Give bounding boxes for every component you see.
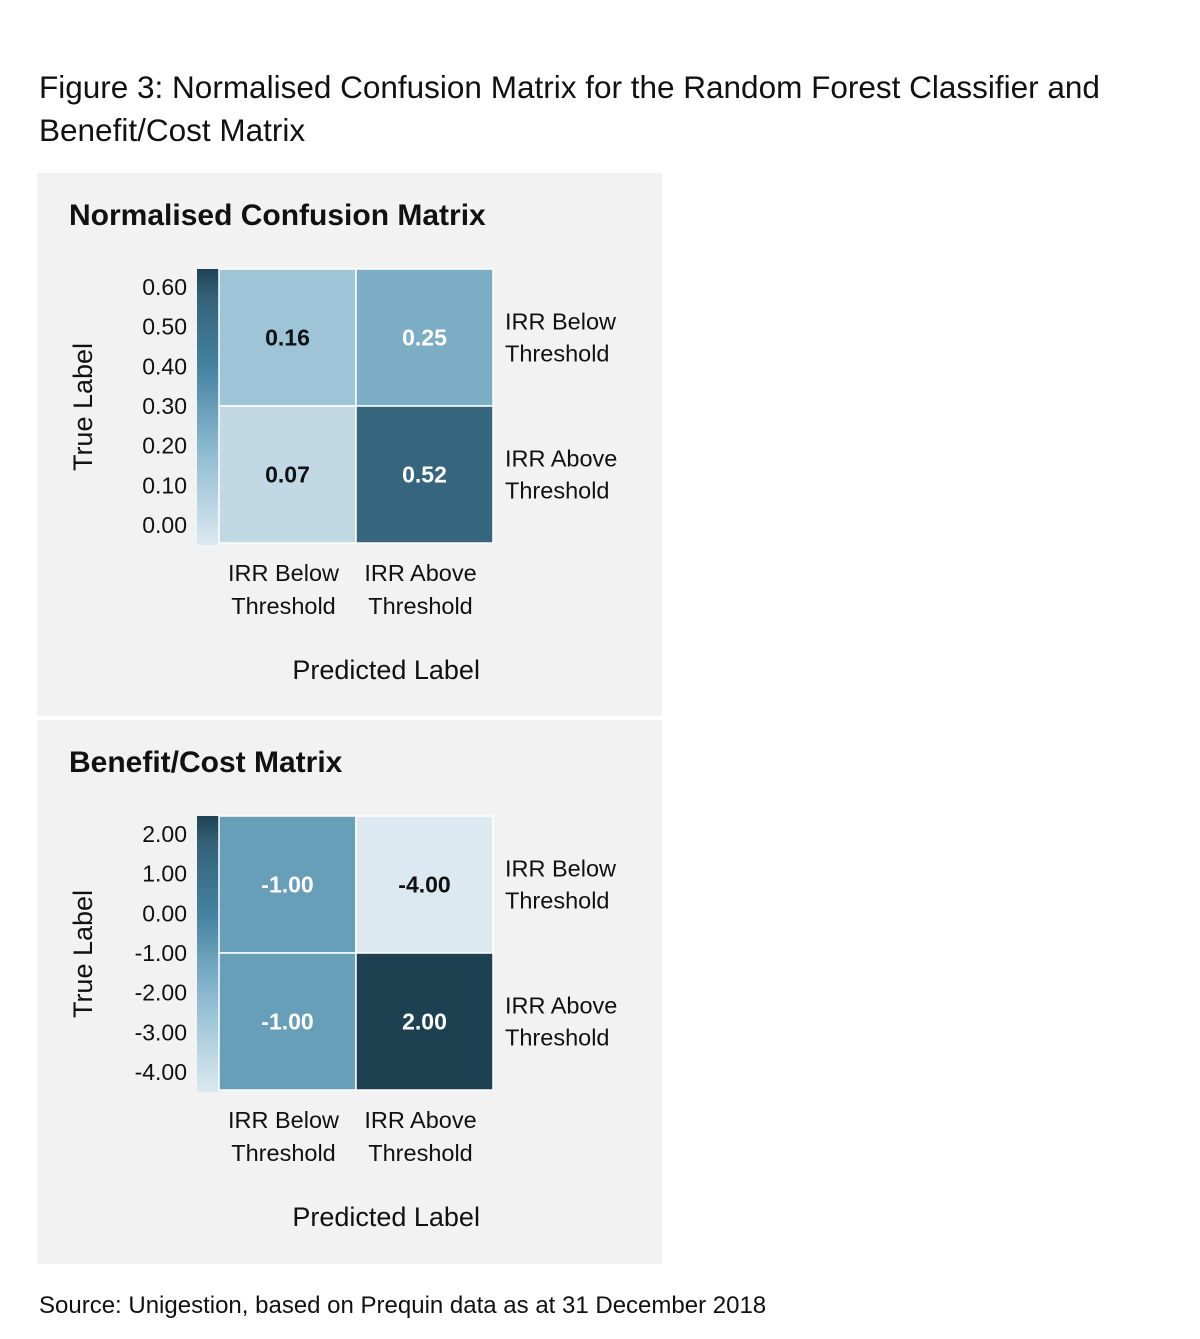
row-label: Threshold	[505, 341, 610, 367]
colorbar-tick-label: 0.40	[142, 353, 187, 379]
cell-value-label: 0.25	[402, 325, 447, 351]
colorbar-tick-label: 0.50	[142, 314, 187, 340]
cell-value-label: -1.00	[261, 1009, 313, 1035]
chart-title: Normalised Confusion Matrix	[69, 199, 486, 232]
column-label: Threshold	[231, 1140, 336, 1166]
colorbar-tick-label: 0.00	[142, 512, 187, 538]
colorbar	[197, 269, 219, 545]
column-label: IRR Below	[228, 560, 340, 586]
colorbar-tick-label: 0.60	[142, 274, 187, 300]
colorbar-tick-label: 2.00	[142, 821, 187, 847]
x-axis-label: Predicted Label	[292, 1202, 480, 1232]
colorbar-tick-label: -2.00	[135, 980, 187, 1006]
column-label: Threshold	[231, 593, 336, 619]
heatmap-cell	[355, 405, 494, 544]
column-label: IRR Above	[364, 1107, 476, 1133]
row-label: Threshold	[505, 478, 610, 504]
cell-value-label: 2.00	[402, 1009, 447, 1035]
column-label: Threshold	[368, 1140, 473, 1166]
colorbar-tick-label: -3.00	[135, 1019, 187, 1045]
heatmap-cell	[355, 268, 494, 407]
y-axis-label: True Label	[68, 890, 98, 1018]
colorbar-tick-label: 1.00	[142, 861, 187, 887]
heatmap-cell	[355, 815, 494, 954]
confusion-matrix-chart: Normalised Confusion Matrix 0.60 0.50 0.40 0…	[68, 199, 617, 685]
colorbar-tick-label: 0.00	[142, 900, 187, 926]
cell-value-label: 0.52	[402, 462, 447, 488]
colorbar-tick-label: -4.00	[135, 1059, 187, 1085]
colorbar-tick-label: 0.20	[142, 433, 187, 459]
column-label: Threshold	[368, 593, 473, 619]
row-label: Threshold	[505, 888, 610, 914]
confusion-matrix-panel: Normalised Confusion Matrix 0.60 0.50 0.40 0…	[37, 173, 662, 716]
figure-title: Figure 3: Normalised Confusion Matrix fo…	[39, 69, 1100, 148]
column-label: IRR Above	[364, 560, 476, 586]
x-axis-label: Predicted Label	[292, 655, 480, 685]
cell-value-label: -4.00	[398, 872, 450, 898]
heatmap-cell	[218, 405, 357, 544]
cell-value-label: 0.16	[265, 325, 310, 351]
colorbar-tick-label: 0.10	[142, 472, 187, 498]
benefit-cost-matrix-chart: Benefit/Cost Matrix 2.00 1.00 0.00 -1.00 -2.0…	[68, 746, 617, 1232]
cell-value-label: -1.00	[261, 872, 313, 898]
row-label: IRR Above	[505, 993, 617, 1019]
chart-title: Benefit/Cost Matrix	[69, 746, 343, 779]
heatmap-cell	[218, 815, 357, 954]
row-label: IRR Below	[505, 309, 617, 335]
benefit-cost-matrix-panel: Benefit/Cost Matrix 2.00 1.00 0.00 -1.00 -2.0…	[37, 720, 662, 1264]
row-label: Threshold	[505, 1025, 610, 1051]
heatmap-cell	[355, 952, 494, 1091]
colorbar-tick-label: -1.00	[135, 940, 187, 966]
cell-value-label: 0.07	[265, 462, 310, 488]
row-label: IRR Below	[505, 856, 617, 882]
colorbar-tick-label: 0.30	[142, 393, 187, 419]
source-note: Source: Unigestion, based on Prequin dat…	[39, 1292, 767, 1319]
heatmap-cell	[218, 268, 357, 407]
y-axis-label: True Label	[68, 343, 98, 471]
heatmap-cell	[218, 952, 357, 1091]
column-label: IRR Below	[228, 1107, 340, 1133]
colorbar	[197, 816, 219, 1092]
row-label: IRR Above	[505, 446, 617, 472]
